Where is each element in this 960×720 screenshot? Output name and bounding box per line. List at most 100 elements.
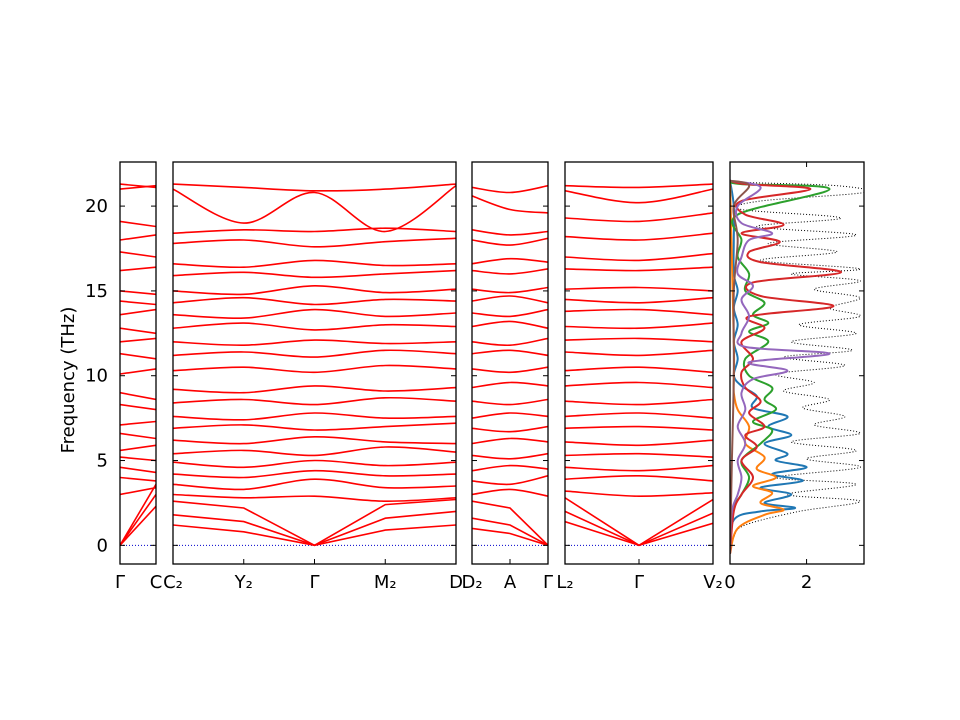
band-line-b2 [472, 517, 548, 547]
dos-series-6 [730, 179, 831, 554]
band-line-b13 [472, 366, 548, 374]
band-line-b3 [565, 497, 713, 547]
y-tick-label: 20 [85, 196, 108, 217]
band-line-b18 [120, 300, 156, 306]
band-line-b8 [120, 444, 156, 452]
band-line-b10 [120, 420, 156, 426]
band-line-b23 [120, 220, 156, 228]
band-panel-3 [472, 184, 548, 547]
band-line-b18 [472, 295, 548, 304]
band-panel-2 [173, 183, 456, 547]
band-line-b19 [173, 296, 456, 306]
band-line-b25 [120, 183, 156, 189]
band-line-b15 [472, 337, 548, 347]
band-line-b17 [120, 308, 156, 316]
band-line-b18 [173, 308, 456, 320]
y-tick-label: 0 [97, 535, 108, 556]
x-tick-label: Γ [115, 572, 125, 593]
y-tick-label: 5 [97, 451, 108, 472]
band-line-b8 [565, 439, 713, 447]
band-line-b14 [120, 352, 156, 360]
band-line-b25 [472, 184, 548, 194]
band-line-b11 [173, 412, 456, 421]
band-line-b7 [173, 459, 456, 469]
band-line-b19 [565, 286, 713, 292]
band-panel-1 [120, 183, 156, 546]
band-line-b10 [173, 422, 456, 431]
band-line-b14 [565, 349, 713, 357]
x-tick-label: M₂ [374, 572, 397, 593]
band-line-b16 [173, 339, 456, 347]
band-line-b21 [565, 252, 713, 262]
band-line-b25 [565, 183, 713, 189]
y-tick-label: 10 [85, 366, 108, 387]
band-line-b10 [565, 412, 713, 419]
band-line-b11 [120, 403, 156, 411]
band-line-b19 [472, 286, 548, 294]
band-line-b4 [565, 490, 713, 498]
x-tick-label: Γ [634, 572, 644, 593]
band-line-b19 [120, 290, 156, 296]
band-line-b5 [120, 476, 156, 482]
band-line-b20 [565, 266, 713, 272]
band-line-b16 [565, 322, 713, 330]
band-line-b24 [565, 188, 713, 204]
band-line-b8 [173, 446, 456, 457]
band-line-b6 [565, 464, 713, 472]
band-panel-4 [565, 183, 713, 547]
y-axis-label: Frequency (THz) [58, 307, 79, 454]
band-line-b21 [120, 251, 156, 258]
y-tick-label: 15 [85, 281, 108, 302]
band-line-b20 [120, 266, 156, 272]
x-tick-label: A [504, 572, 517, 593]
band-line-b22 [565, 232, 713, 241]
dos-series-1 [730, 180, 864, 554]
band-line-b6 [472, 464, 548, 472]
band-line-b20 [472, 268, 548, 275]
band-line-b14 [472, 349, 548, 357]
band-line-acoustic-1 [120, 505, 156, 546]
band-line-b23 [565, 212, 713, 223]
band-line-b15 [173, 349, 456, 358]
band-line-b22 [120, 234, 156, 241]
band-line-acoustic-3 [173, 498, 456, 547]
band-line-b4 [173, 493, 456, 503]
band-line-acoustic-2 [120, 494, 156, 546]
band-line-b25 [173, 185, 456, 233]
band-line-b16 [120, 327, 156, 335]
dos-x-tick-label: 0 [724, 572, 735, 593]
x-tick-label: C [150, 572, 163, 593]
band-line-b5 [565, 474, 713, 482]
band-line-b7 [472, 452, 548, 460]
band-line-b17 [565, 308, 713, 316]
band-line-b1 [472, 527, 548, 547]
band-line-b13 [173, 385, 456, 394]
band-line-b4 [120, 486, 156, 496]
band-line-b11 [472, 398, 548, 406]
band-line-b22 [173, 259, 456, 269]
x-tick-label: Y₂ [234, 572, 253, 593]
band-line-b13 [120, 368, 156, 375]
band-line-b18 [565, 296, 713, 304]
band-line-b16 [472, 320, 548, 329]
band-line-b24 [472, 195, 548, 214]
band-line-b24 [173, 227, 456, 234]
band-line-b13 [565, 366, 713, 374]
band-line-b21 [472, 257, 548, 265]
band-line-b12 [120, 391, 156, 401]
x-tick-label: Γ [309, 572, 319, 593]
x-tick-label: L₂ [556, 572, 573, 593]
band-line-b17 [173, 322, 456, 331]
band-line-b6 [120, 466, 156, 474]
band-line-b9 [565, 425, 713, 431]
band-line-b9 [173, 435, 456, 445]
band-line-b15 [565, 337, 713, 343]
band-line-b12 [173, 396, 456, 406]
band-line-b7 [120, 456, 156, 462]
band-line-b7 [565, 452, 713, 458]
band-line-b26 [173, 183, 456, 192]
band-line-b17 [472, 308, 548, 318]
